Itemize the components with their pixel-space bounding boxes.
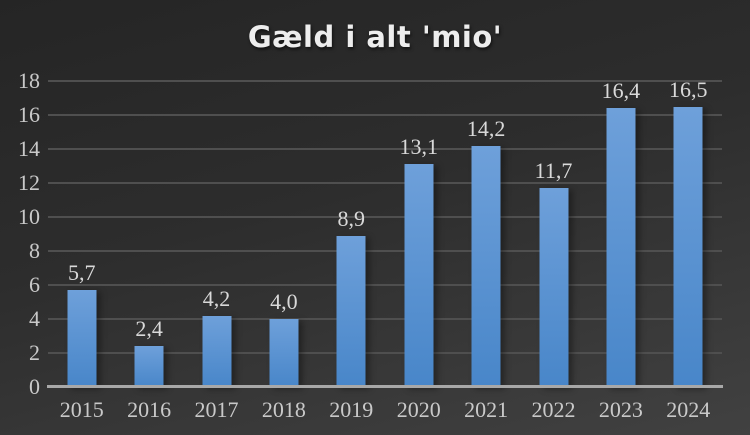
x-axis-tick-label: 2016 xyxy=(127,397,172,422)
data-label: 13,1 xyxy=(399,134,438,160)
y-axis-tick-label: 14 xyxy=(18,136,40,161)
y-axis-tick-label: 8 xyxy=(29,238,40,264)
y-axis-tick-label: 4 xyxy=(29,306,40,332)
y-axis-tick-label: 10 xyxy=(18,204,40,229)
chart-title: Gæld i alt 'mio' xyxy=(247,20,503,54)
gridline xyxy=(48,318,722,321)
y-axis-labels: 0 2 4 6 8 10 12 14 16 18 xyxy=(0,70,40,398)
x-axis-tick-label: 2023 xyxy=(598,397,643,422)
data-label: 2,4 xyxy=(135,316,163,342)
data-label: 8,9 xyxy=(337,205,366,231)
x-axis-tick-label: 2018 xyxy=(261,397,306,422)
bar-2019 xyxy=(336,235,366,387)
data-label: 14,2 xyxy=(466,115,506,141)
data-label: 16,5 xyxy=(669,76,708,102)
bar-2024 xyxy=(673,106,703,387)
gridline xyxy=(48,80,722,82)
x-axis-tick-label: 2022 xyxy=(531,397,576,422)
bar-2023 xyxy=(606,108,636,387)
gridline xyxy=(48,352,722,355)
gridline xyxy=(48,216,722,218)
y-axis-tick-label: 2 xyxy=(29,340,40,366)
data-label: 4,0 xyxy=(270,289,298,315)
y-axis-tick-label: 12 xyxy=(18,170,40,195)
data-label: 5,7 xyxy=(67,260,96,286)
bar-2015 xyxy=(67,290,97,387)
gridline xyxy=(48,148,722,150)
bar-2022 xyxy=(539,188,568,387)
bar-2016 xyxy=(134,346,164,387)
x-axis-tick-label: 2021 xyxy=(464,397,509,422)
data-label: 16,4 xyxy=(601,78,641,104)
x-axis-line xyxy=(47,385,723,388)
gridline xyxy=(48,182,722,184)
x-axis-tick-label: 2015 xyxy=(59,397,104,422)
data-label: 11,7 xyxy=(534,158,573,184)
gridline xyxy=(48,250,722,253)
bar-2017 xyxy=(202,315,231,387)
x-axis-labels: 2015 2016 2017 2018 2019 2020 2021 2022 2023 2024 xyxy=(48,399,722,427)
plot-area: 5,7 2,4 4,2 4,0 8,9 13,1 14,2 11,7 16,4 16,5 xyxy=(47,76,723,388)
x-axis-tick-label: 2017 xyxy=(194,397,239,422)
data-label: 4,2 xyxy=(202,285,231,311)
x-axis-tick-label: 2020 xyxy=(396,397,441,422)
y-axis-tick-label: 0 xyxy=(29,374,40,399)
bar-2021 xyxy=(471,145,501,387)
y-axis-tick-label: 6 xyxy=(29,272,40,297)
gridline xyxy=(48,284,722,286)
gridline xyxy=(48,114,722,117)
y-axis-tick-label: 18 xyxy=(18,68,40,93)
y-axis-tick-label: 16 xyxy=(18,102,40,128)
bar-2020 xyxy=(404,164,434,387)
x-axis-tick-label: 2024 xyxy=(666,397,711,422)
bar-2018 xyxy=(269,319,299,387)
x-axis-tick-label: 2019 xyxy=(329,397,374,422)
